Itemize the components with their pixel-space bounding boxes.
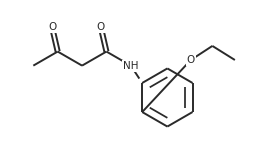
Text: O: O — [48, 22, 56, 32]
Text: O: O — [187, 55, 195, 65]
Text: NH: NH — [123, 61, 138, 71]
Text: O: O — [97, 22, 105, 32]
